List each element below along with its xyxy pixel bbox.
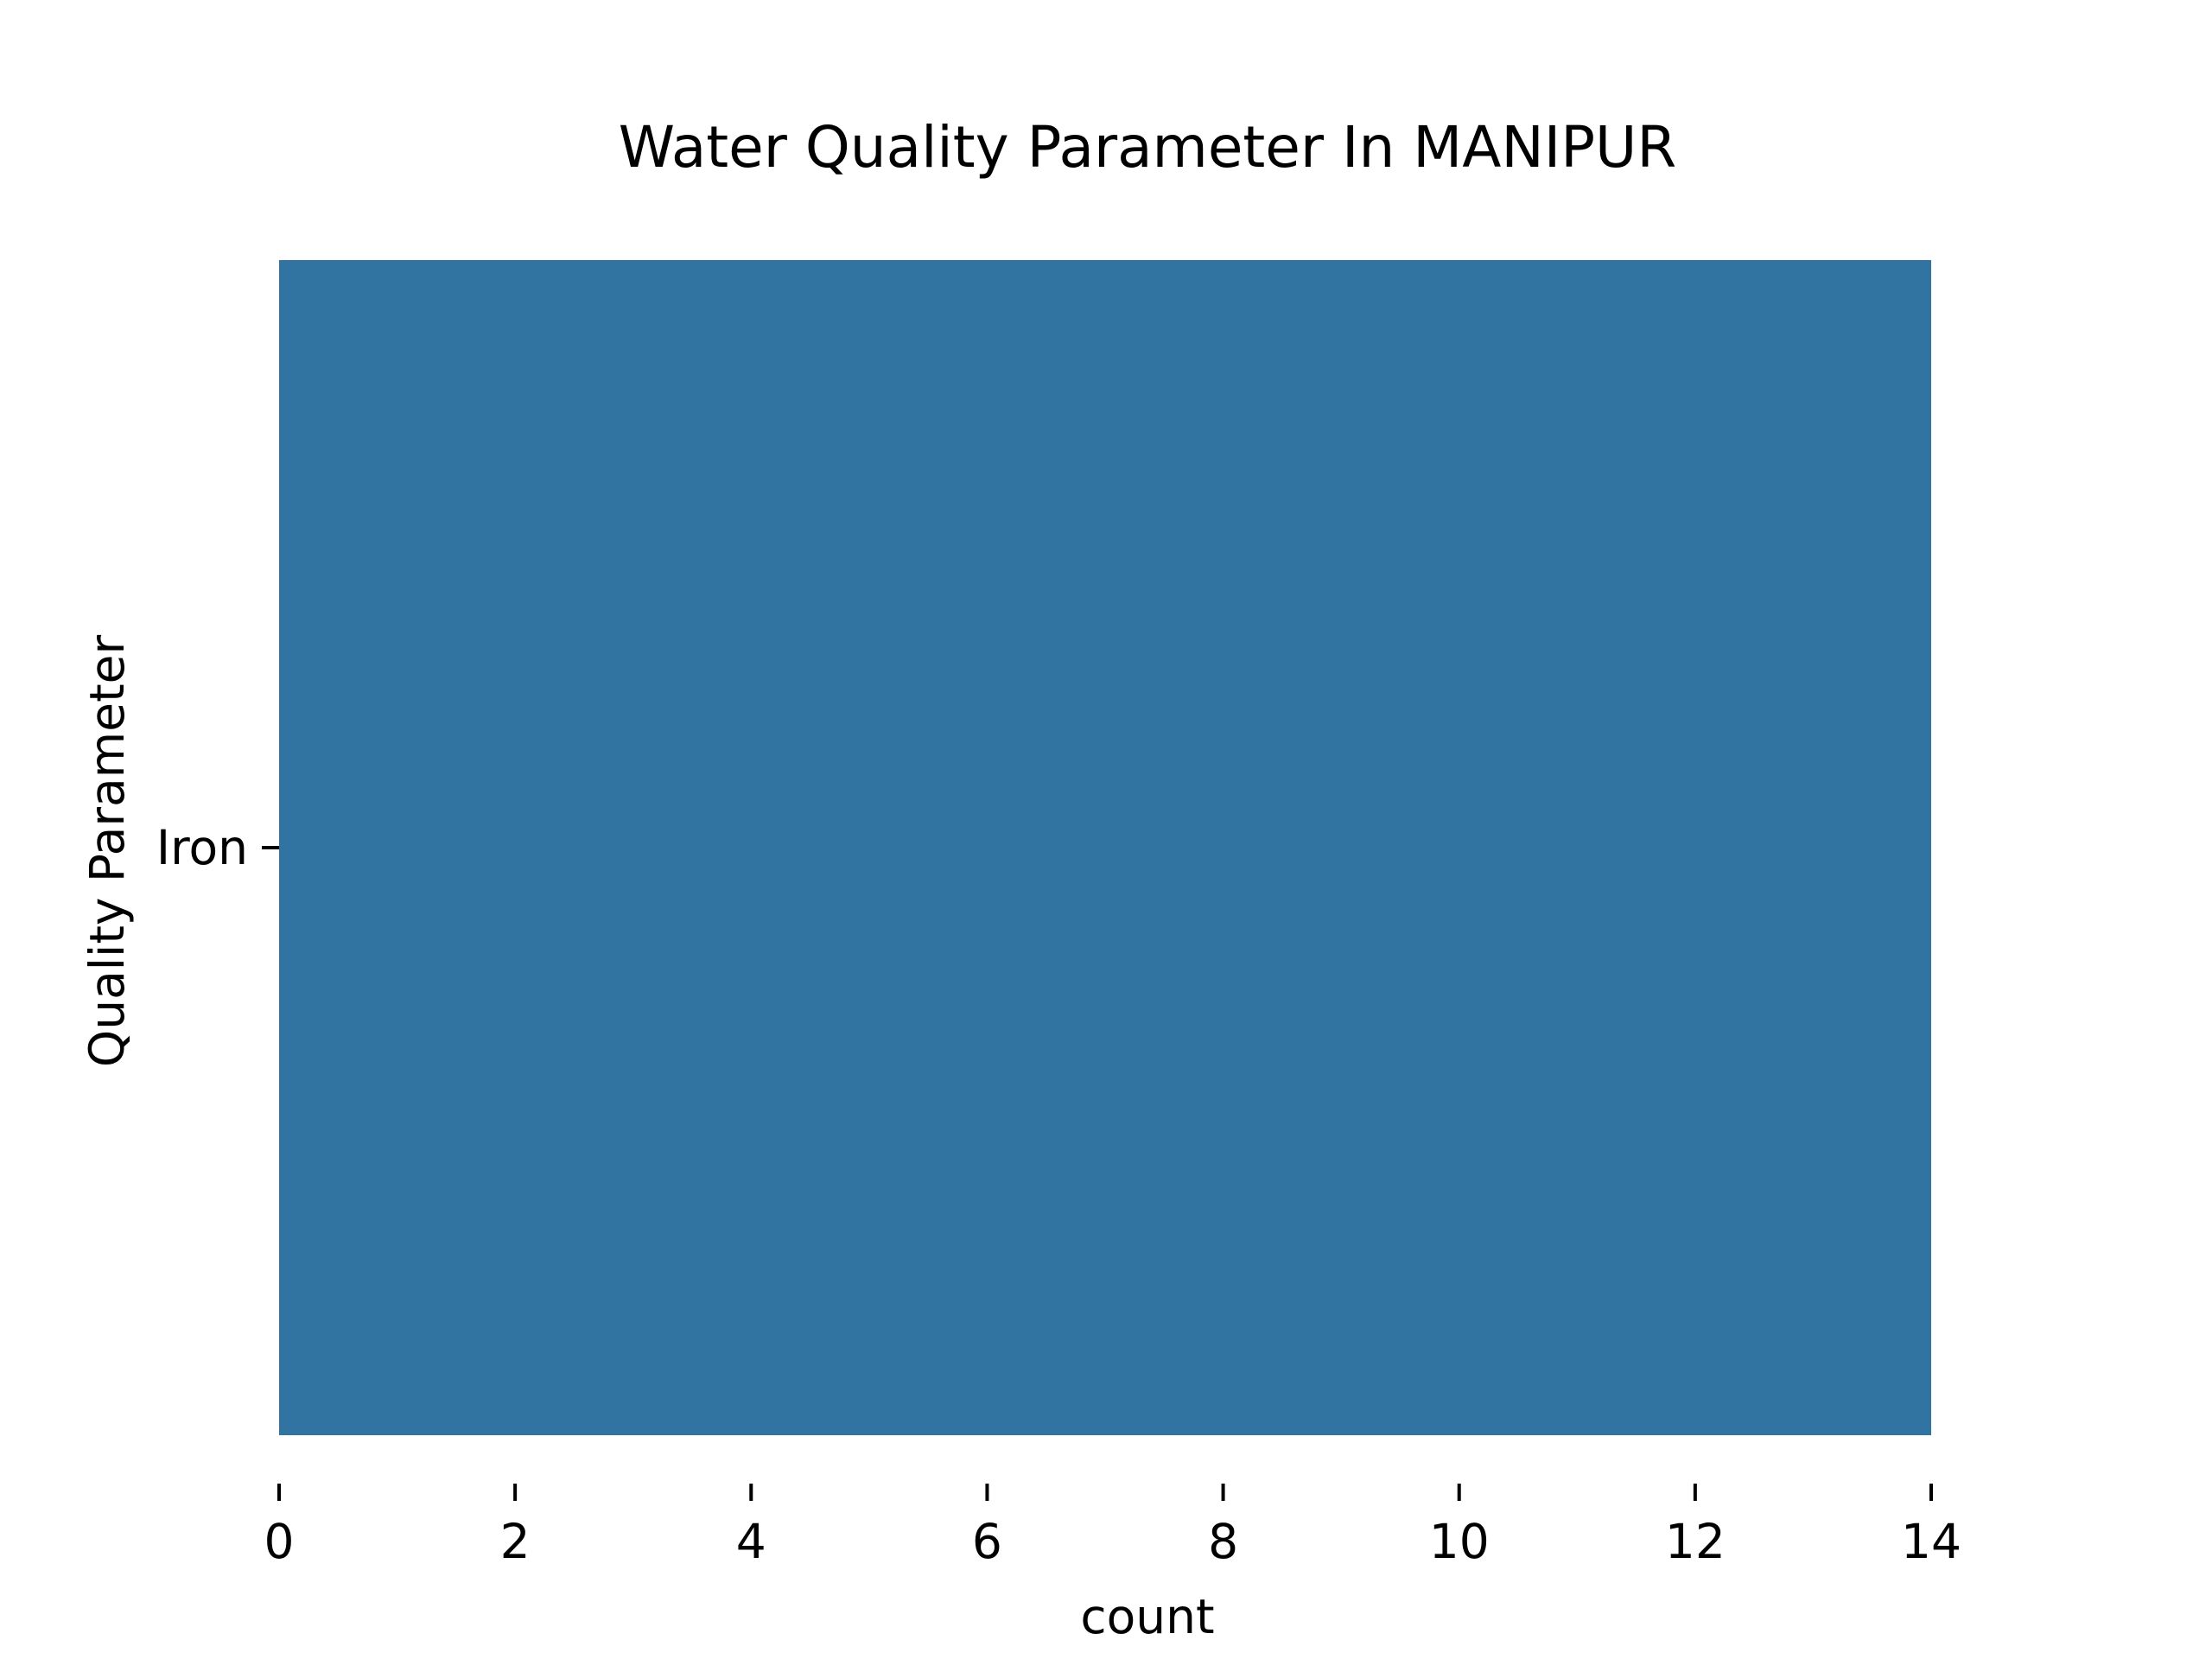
x-axis-ticks: 0 2 4 6 8 10 12 14	[264, 1484, 1961, 1569]
x-tick-label: 4	[736, 1514, 766, 1569]
x-tick-label: 2	[500, 1514, 531, 1569]
x-tick-label: 14	[1901, 1514, 1961, 1569]
x-tick-label: 8	[1208, 1514, 1238, 1569]
x-tick-label: 6	[972, 1514, 1002, 1569]
x-axis-label: count	[1080, 1589, 1214, 1644]
x-tick-label: 12	[1665, 1514, 1726, 1569]
bars-group	[279, 260, 1931, 1435]
y-axis-ticks: Iron	[156, 820, 279, 875]
x-tick-label: 0	[264, 1514, 295, 1569]
y-axis-label: Quality Parameter	[79, 635, 135, 1068]
y-tick-label: Iron	[156, 820, 248, 875]
x-tick-label: 10	[1429, 1514, 1490, 1569]
bar-iron	[279, 260, 1931, 1435]
chart-title: Water Quality Parameter In MANIPUR	[619, 114, 1676, 181]
